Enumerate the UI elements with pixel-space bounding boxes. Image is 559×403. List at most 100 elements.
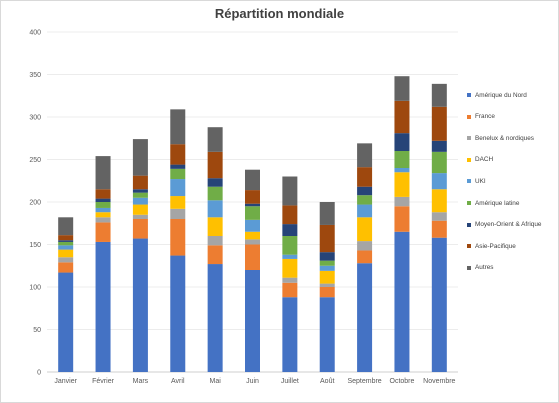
bar-segment — [357, 204, 373, 218]
x-tick-label: Juin — [246, 378, 259, 385]
bar-segment — [132, 139, 148, 176]
legend-swatch — [467, 157, 471, 162]
bar-segment — [282, 176, 298, 206]
legend-item: Autres — [467, 263, 493, 273]
bar-segment — [394, 151, 410, 168]
legend-swatch — [467, 136, 471, 141]
bar-segment — [357, 263, 373, 372]
bar-segment — [132, 219, 148, 239]
bar-segment — [431, 237, 447, 372]
bar-segment — [58, 217, 74, 236]
legend-swatch — [467, 114, 471, 119]
bar-segment — [431, 212, 447, 221]
legend-item: UKI — [467, 176, 486, 186]
bar-segment — [170, 179, 186, 197]
legend-label: Amérique du Nord — [475, 91, 527, 99]
bar-segment — [170, 196, 186, 209]
bar-segment — [357, 241, 373, 251]
bar-segment — [95, 198, 111, 202]
bar-segment — [58, 240, 74, 242]
bar-segment — [95, 207, 111, 213]
bar-segment — [207, 186, 223, 201]
legend-label: UKI — [475, 177, 486, 185]
bar-segment — [282, 236, 298, 255]
bar-segment — [95, 212, 111, 218]
legend-label: Moyen-Orient & Afrique — [475, 221, 542, 229]
legend-label: Amérique latine — [475, 199, 520, 207]
bar-segment — [245, 231, 260, 240]
bar-segment — [282, 205, 298, 225]
bar-segment — [319, 287, 335, 298]
bar-segment — [207, 245, 223, 265]
y-tick-label: 50 — [33, 327, 41, 334]
bar-segment — [95, 156, 111, 190]
legend-item: France — [467, 112, 495, 122]
bar-segment — [357, 186, 373, 196]
bar-segment — [394, 231, 410, 372]
bar-segment — [207, 127, 223, 152]
bar-segment — [170, 168, 186, 180]
legend-label: DACH — [475, 156, 494, 164]
bar-segment — [207, 200, 223, 218]
bar-segment — [245, 169, 260, 191]
bar-segment — [95, 217, 111, 223]
x-tick-label: Septembre — [347, 378, 381, 385]
bar-segment — [95, 222, 111, 242]
legend-swatch — [467, 244, 471, 249]
bar-segment — [357, 217, 373, 242]
bar-segment — [394, 172, 410, 197]
bar-segment — [431, 173, 447, 190]
bar-segment — [132, 189, 148, 193]
y-tick-label: 300 — [29, 114, 41, 121]
bar-segment — [132, 214, 148, 219]
bar-segment — [431, 151, 447, 174]
bar-segment — [394, 76, 410, 101]
legend-label: Asie-Pacifique — [475, 242, 516, 250]
bar-segment — [95, 189, 111, 199]
bar-segment — [132, 175, 148, 190]
bar-segment — [245, 270, 260, 372]
legend-item: Benelux & nordiques — [467, 133, 534, 143]
bar-segment — [394, 206, 410, 232]
bar-segment — [170, 144, 186, 165]
x-tick-label: Février — [92, 378, 114, 385]
bar-segment — [319, 202, 335, 225]
bar-segment — [245, 244, 260, 270]
x-tick-label: Août — [320, 378, 334, 385]
legend-label: Autres — [475, 264, 494, 272]
bar-segment — [207, 217, 223, 236]
bar-segment — [207, 236, 223, 246]
legend-item: Moyen-Orient & Afrique — [467, 220, 541, 230]
bar-segment — [207, 264, 223, 372]
bar-segment — [319, 270, 335, 284]
bar-segment — [95, 202, 111, 208]
bar-segment — [431, 83, 447, 107]
legend-swatch — [467, 179, 471, 184]
y-axis-ticks: 0 50 100 150 200 250 300 350 400 — [29, 29, 41, 376]
x-tick-label: Octobre — [390, 378, 415, 385]
x-tick-label: Novembre — [423, 378, 455, 385]
bar-segment — [282, 224, 298, 236]
y-tick-label: 250 — [29, 157, 41, 164]
bar-segment — [282, 277, 298, 283]
bar-segment — [58, 272, 74, 372]
bar-segment — [319, 265, 335, 271]
bar-segment — [394, 168, 410, 173]
bar-segment — [207, 178, 223, 187]
x-tick-label: Mai — [209, 378, 221, 385]
bar-segment — [132, 197, 148, 205]
bar-segment — [245, 239, 260, 245]
bar-segment — [58, 262, 74, 273]
bar-segment — [170, 255, 186, 372]
legend-label: France — [475, 113, 495, 121]
y-tick-label: 350 — [29, 72, 41, 79]
bar-segment — [132, 204, 148, 215]
legend-label: Benelux & nordiques — [475, 134, 534, 142]
y-tick-label: 400 — [29, 29, 41, 36]
legend-item: DACH — [467, 155, 493, 165]
bar-segment — [58, 249, 74, 258]
bar-segment — [245, 203, 260, 207]
bar-segment — [394, 100, 410, 134]
y-tick-label: 200 — [29, 199, 41, 206]
